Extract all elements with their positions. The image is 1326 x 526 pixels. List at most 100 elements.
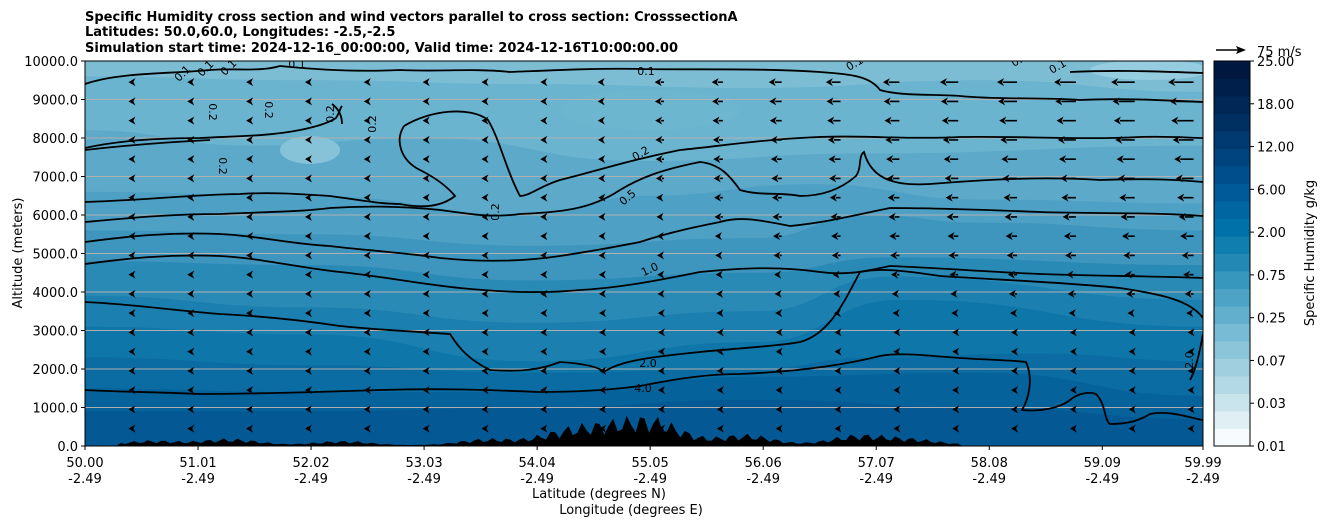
- wind-arrow: [1062, 212, 1076, 221]
- wind-arrow: [599, 328, 607, 337]
- wind-arrow: [825, 78, 841, 87]
- wind-arrow: [187, 270, 195, 279]
- wind-arrow-head: [246, 97, 254, 106]
- wind-arrow: [1054, 78, 1076, 87]
- wind-arrow-head: [481, 289, 489, 298]
- wind-arrow: [246, 366, 254, 375]
- wind-arrow: [774, 289, 782, 298]
- wind-arrow-head: [893, 366, 901, 375]
- wind-arrow-head: [246, 155, 254, 164]
- wind-arrow-head: [716, 386, 724, 395]
- wind-arrow-head: [304, 251, 312, 260]
- colorbar-segment: [1214, 411, 1250, 429]
- wind-arrow: [711, 78, 723, 87]
- wind-arrow-head: [715, 251, 723, 260]
- wind-arrow-head: [599, 328, 607, 337]
- wind-arrow-head: [304, 424, 312, 433]
- wind-arrow-head: [246, 193, 254, 202]
- wind-arrow: [656, 232, 664, 241]
- x-tick-label-lon: -2.49: [746, 472, 780, 487]
- wind-arrow: [654, 78, 664, 87]
- y-tick-label: 9000.0: [33, 94, 79, 109]
- wind-arrow: [1128, 328, 1136, 337]
- wind-arrow-head: [715, 270, 723, 279]
- wind-arrow: [128, 386, 136, 395]
- wind-arrow: [885, 135, 900, 144]
- wind-arrow-head: [775, 328, 783, 337]
- wind-arrow-head: [1067, 289, 1075, 298]
- wind-arrow: [540, 155, 548, 164]
- wind-arrow-head: [829, 174, 837, 183]
- wind-arrow: [246, 212, 254, 221]
- wind-arrow-head: [834, 386, 842, 395]
- wind-arrow: [540, 212, 548, 221]
- x-tick-label-lon: -2.49: [633, 472, 667, 487]
- wind-arrow: [304, 232, 312, 241]
- wind-arrow: [1061, 193, 1076, 202]
- wind-arrow: [716, 386, 724, 395]
- wind-arrow: [884, 116, 900, 125]
- wind-arrow-head: [1003, 193, 1011, 202]
- wind-arrow: [716, 347, 724, 356]
- colorbar-tick-label: 0.03: [1257, 397, 1286, 412]
- wind-arrow-head: [947, 232, 955, 241]
- wind-arrow-head: [246, 347, 254, 356]
- wind-arrow-head: [422, 78, 430, 87]
- wind-arrow: [1011, 405, 1019, 414]
- wind-arrow-head: [716, 405, 724, 414]
- wind-arrow: [1168, 78, 1194, 87]
- wind-arrow-head: [128, 405, 136, 414]
- wind-arrow-head: [128, 78, 136, 87]
- x-tick-label-lat: 54.04: [519, 456, 556, 471]
- wind-arrow: [128, 251, 136, 260]
- wind-arrow: [952, 347, 960, 356]
- wind-arrow-head: [304, 347, 312, 356]
- wind-arrow: [946, 212, 959, 221]
- contour-line-2.0-right: [1189, 333, 1203, 381]
- wind-arrow-head: [998, 97, 1006, 106]
- wind-arrow: [1055, 97, 1076, 106]
- wind-arrow-head: [304, 270, 312, 279]
- wind-arrow: [540, 270, 548, 279]
- wind-arrow-head: [128, 347, 136, 356]
- wind-arrow: [1187, 424, 1195, 433]
- wind-arrow: [128, 212, 136, 221]
- wind-arrow: [304, 193, 312, 202]
- wind-arrow-head: [363, 289, 371, 298]
- wind-arrow-head: [246, 232, 254, 241]
- wind-arrow: [246, 232, 254, 241]
- wind-arrow-head: [304, 97, 312, 106]
- colorbar-segment: [1214, 183, 1250, 202]
- wind-arrow: [422, 424, 430, 433]
- wind-arrow-head: [713, 174, 721, 183]
- wind-arrow: [999, 116, 1018, 125]
- wind-arrow-head: [363, 386, 371, 395]
- wind-arrow: [770, 155, 782, 164]
- wind-arrow: [1063, 232, 1076, 241]
- wind-arrow-head: [1171, 116, 1179, 125]
- y-tick-label: 1000.0: [33, 402, 79, 417]
- y-axis-label: Altitude (meters): [11, 198, 26, 309]
- contour-line-4.0: [85, 353, 1203, 425]
- wind-arrow: [893, 405, 901, 414]
- y-tick-label: 3000.0: [33, 325, 79, 340]
- wind-arrow: [187, 309, 195, 318]
- wind-arrow-head: [363, 328, 371, 337]
- wind-arrow-head: [599, 424, 607, 433]
- wind-arrow: [656, 193, 664, 202]
- wind-arrow: [598, 155, 606, 164]
- wind-arrow-head: [716, 424, 724, 433]
- wind-arrow: [540, 386, 548, 395]
- wind-arrow-head: [246, 270, 254, 279]
- dry-pocket: [280, 136, 340, 164]
- wind-arrow: [945, 193, 959, 202]
- wind-arrow-head: [893, 405, 901, 414]
- wind-arrow: [889, 232, 900, 241]
- wind-arrow: [949, 270, 959, 279]
- wind-arrow-head: [304, 309, 312, 318]
- wind-arrow: [246, 270, 254, 279]
- wind-arrow: [768, 78, 782, 87]
- wind-arrow: [833, 289, 841, 298]
- wind-arrow: [834, 366, 842, 375]
